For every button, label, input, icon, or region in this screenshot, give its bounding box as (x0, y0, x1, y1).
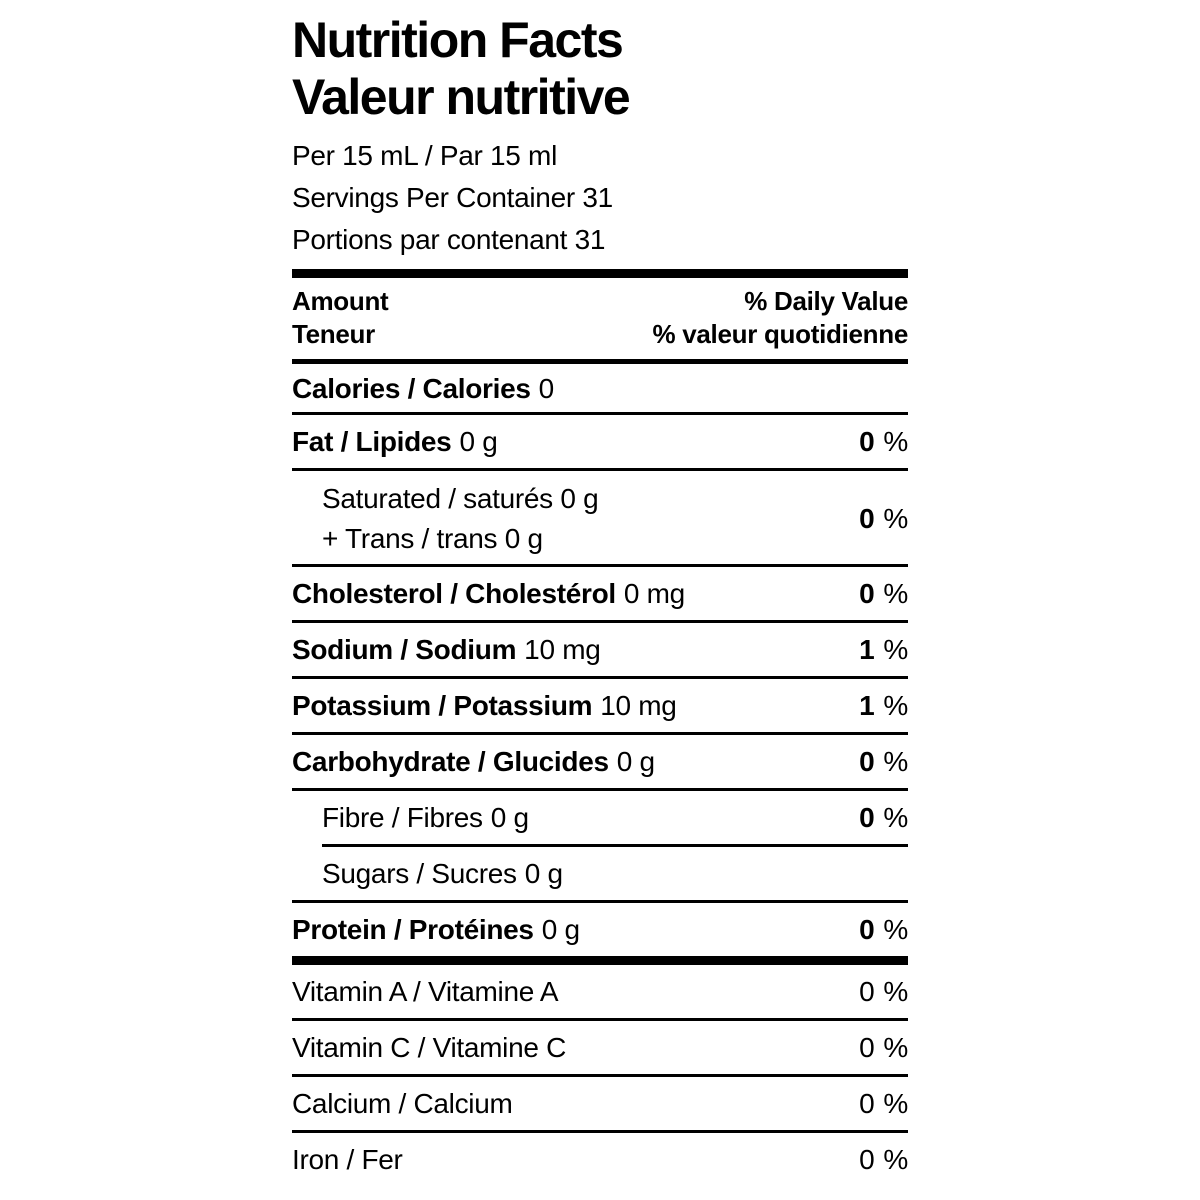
potassium-amount: 10 mg (600, 690, 677, 721)
row-fat: Fat / Lipides 0 g 0% (292, 415, 908, 471)
row-vitamin-a: Vitamin A / Vitamine A 0% (292, 965, 908, 1021)
percent-sign: % (883, 1144, 908, 1175)
row-carbohydrate: Carbohydrate / Glucides 0 g 0% (292, 735, 908, 791)
row-protein: Protein / Protéines 0 g 0% (292, 903, 908, 956)
fibre-amount: 0 g (490, 802, 529, 833)
cholesterol-daily-value: 0% (859, 578, 908, 609)
calcium-daily-value: 0% (859, 1088, 908, 1119)
row-vitamin-c: Vitamin C / Vitamine C 0% (292, 1021, 908, 1077)
protein-label: Protein / Protéines 0 g (292, 914, 580, 945)
row-cholesterol: Cholesterol / Cholestérol 0 mg 0% (292, 567, 908, 623)
percent-sign: % (883, 914, 908, 945)
carbohydrate-daily-value: 0% (859, 746, 908, 777)
saturated-line: Saturated / saturés 0 g (322, 483, 599, 514)
calories-label: Calories / Calories 0 (292, 373, 555, 404)
sugars-amount: 0 g (524, 858, 563, 889)
fibre-label: Fibre / Fibres 0 g (322, 802, 529, 833)
title-french: Valeur nutritive (292, 69, 631, 125)
sodium-daily-value: 1% (859, 634, 908, 665)
serving-size-line: Per 15 mL / Par 15 ml (292, 140, 557, 171)
title-english: Nutrition Facts (292, 12, 624, 68)
percent-sign: % (883, 578, 908, 609)
fat-label: Fat / Lipides 0 g (292, 426, 498, 457)
servings-per-container-fr: Portions par contenant 31 (292, 224, 606, 255)
potassium-label: Potassium / Potassium 10 mg (292, 690, 677, 721)
carbohydrate-label: Carbohydrate / Glucides 0 g (292, 746, 655, 777)
micronutrient-thick-rule (292, 956, 908, 965)
vitamin-a-daily-value: 0% (859, 976, 908, 1007)
serving-info: Per 15 mL / Par 15 ml Servings Per Conta… (292, 135, 908, 261)
sodium-label: Sodium / Sodium 10 mg (292, 634, 601, 665)
trans-line: + Trans / trans 0 g (322, 523, 543, 554)
saturated-trans-label: Saturated / saturés 0 g + Trans / trans … (292, 479, 599, 559)
fibre-sugars-indented-rule (322, 844, 908, 847)
percent-sign: % (883, 802, 908, 833)
daily-value-column-header: % Daily Value % valeur quotidienne (653, 285, 909, 351)
row-calcium: Calcium / Calcium 0% (292, 1077, 908, 1133)
nutrition-facts-label: Nutrition Facts Valeur nutritive Per 15 … (292, 12, 908, 1186)
cholesterol-amount: 0 mg (623, 578, 685, 609)
potassium-daily-value: 1% (859, 690, 908, 721)
row-calories: Calories / Calories 0 (292, 364, 908, 415)
amount-header-en: Amount (292, 286, 389, 316)
label-title: Nutrition Facts Valeur nutritive (292, 12, 908, 126)
fat-amount: 0 g (459, 426, 498, 457)
percent-sign: % (883, 1088, 908, 1119)
vitamin-c-daily-value: 0% (859, 1032, 908, 1063)
daily-value-header-en: % Daily Value (744, 286, 908, 316)
percent-sign: % (883, 746, 908, 777)
protein-amount: 0 g (541, 914, 580, 945)
top-thick-rule (292, 269, 908, 278)
vitamin-a-label: Vitamin A / Vitamine A (292, 976, 559, 1007)
carbohydrate-amount: 0 g (616, 746, 655, 777)
vitamin-c-label: Vitamin C / Vitamine C (292, 1032, 567, 1063)
percent-sign: % (883, 1032, 908, 1063)
header-rule (292, 359, 908, 364)
cholesterol-label: Cholesterol / Cholestérol 0 mg (292, 578, 685, 609)
column-headers: Amount Teneur % Daily Value % valeur quo… (292, 278, 908, 359)
amount-header-fr: Teneur (292, 319, 375, 349)
row-iron: Iron / Fer 0% (292, 1133, 908, 1186)
servings-per-container-en: Servings Per Container 31 (292, 182, 613, 213)
row-fibre: Fibre / Fibres 0 g 0% (292, 791, 908, 844)
fat-daily-value: 0% (859, 426, 908, 457)
calcium-label: Calcium / Calcium (292, 1088, 513, 1119)
calories-amount: 0 (538, 373, 555, 404)
sodium-amount: 10 mg (524, 634, 601, 665)
row-potassium: Potassium / Potassium 10 mg 1% (292, 679, 908, 735)
percent-sign: % (883, 690, 908, 721)
saturated-trans-daily-value: 0% (859, 503, 908, 534)
daily-value-header-fr: % valeur quotidienne (652, 319, 909, 349)
iron-daily-value: 0% (859, 1144, 908, 1175)
row-saturated-trans: Saturated / saturés 0 g + Trans / trans … (292, 471, 908, 567)
iron-label: Iron / Fer (292, 1144, 403, 1175)
amount-column-header: Amount Teneur (292, 285, 389, 351)
protein-daily-value: 0% (859, 914, 908, 945)
fibre-daily-value: 0% (859, 802, 908, 833)
percent-sign: % (883, 976, 908, 1007)
row-sodium: Sodium / Sodium 10 mg 1% (292, 623, 908, 679)
row-sugars: Sugars / Sucres 0 g (292, 847, 908, 903)
percent-sign: % (883, 426, 908, 457)
percent-sign: % (883, 503, 908, 534)
percent-sign: % (883, 634, 908, 665)
sugars-label: Sugars / Sucres 0 g (322, 858, 563, 889)
